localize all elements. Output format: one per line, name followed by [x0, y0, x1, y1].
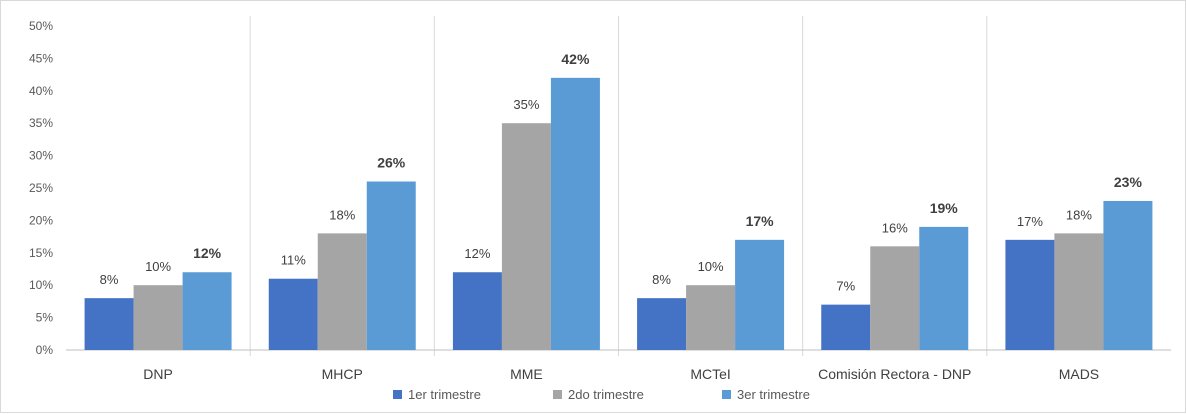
data-label: 10%	[698, 259, 724, 274]
bar	[268, 278, 318, 350]
bar	[870, 246, 920, 350]
y-tick-label: 30%	[29, 149, 53, 163]
data-label: 35%	[513, 97, 539, 112]
y-tick-label: 35%	[29, 116, 53, 130]
y-tick-label: 20%	[29, 213, 53, 227]
bar	[637, 298, 687, 350]
bar	[366, 181, 416, 350]
data-label: 19%	[930, 200, 959, 216]
y-tick-label: 5%	[36, 311, 54, 325]
legend: 1er trimestre 2do trimestre 3er trimestre	[393, 387, 810, 402]
data-label: 8%	[652, 272, 671, 287]
y-tick-label: 15%	[29, 246, 53, 260]
y-tick-label: 50%	[29, 19, 53, 33]
data-label: 42%	[561, 51, 590, 67]
y-tick-label: 45%	[29, 51, 53, 65]
y-tick-label: 40%	[29, 84, 53, 98]
bar	[133, 285, 183, 350]
y-tick-label: 10%	[29, 278, 53, 292]
legend-swatch	[722, 390, 731, 399]
x-axis: DNP MHCP MME MCTeI Comisión Rectora - DNP MAD…	[143, 366, 1099, 382]
bar	[1005, 239, 1055, 350]
bar	[550, 77, 600, 350]
x-tick-label: MHCP	[322, 366, 363, 382]
data-labels: 8% 10% 12% 11% 18% 26% 12% 35% 42% 8% 10% 17% 7% 16% 1…	[100, 51, 1143, 294]
data-label: 12%	[464, 246, 490, 261]
y-tick-label: 0%	[36, 343, 54, 357]
legend-swatch	[553, 390, 562, 399]
data-label: 7%	[836, 279, 855, 294]
data-label: 10%	[145, 259, 171, 274]
legend-label: 1er trimestre	[408, 387, 481, 402]
bar	[1103, 200, 1153, 350]
bar	[919, 226, 969, 350]
x-tick-label: DNP	[143, 366, 173, 382]
bars	[84, 77, 1153, 350]
x-tick-label: MADS	[1059, 366, 1099, 382]
data-label: 23%	[1114, 174, 1143, 190]
x-tick-label: MME	[510, 366, 543, 382]
bar	[501, 123, 551, 350]
category-separators	[249, 16, 988, 356]
x-tick-label: Comisión Rectora - DNP	[818, 366, 971, 382]
data-label: 18%	[1066, 207, 1092, 222]
bar	[452, 272, 502, 350]
data-label: 26%	[377, 155, 406, 171]
bar	[1054, 233, 1104, 350]
data-label: 17%	[1017, 214, 1043, 229]
bar	[735, 239, 785, 350]
legend-label: 2do trimestre	[568, 387, 644, 402]
y-tick-label: 25%	[29, 181, 53, 195]
bar	[182, 272, 232, 350]
bar	[821, 304, 871, 350]
data-label: 12%	[193, 245, 222, 261]
data-label: 11%	[281, 253, 306, 268]
bar	[317, 233, 367, 350]
legend-swatch	[393, 390, 402, 399]
x-tick-label: MCTeI	[690, 366, 730, 382]
legend-label: 3er trimestre	[737, 387, 810, 402]
bar	[84, 298, 134, 350]
data-label: 18%	[329, 207, 355, 222]
data-label: 8%	[100, 272, 119, 287]
bar	[686, 285, 736, 350]
data-label: 16%	[882, 220, 908, 235]
data-label: 17%	[746, 213, 775, 229]
y-axis: 0% 5% 10% 15% 20% 25% 30% 35% 40% 45% 50%	[29, 19, 1171, 357]
